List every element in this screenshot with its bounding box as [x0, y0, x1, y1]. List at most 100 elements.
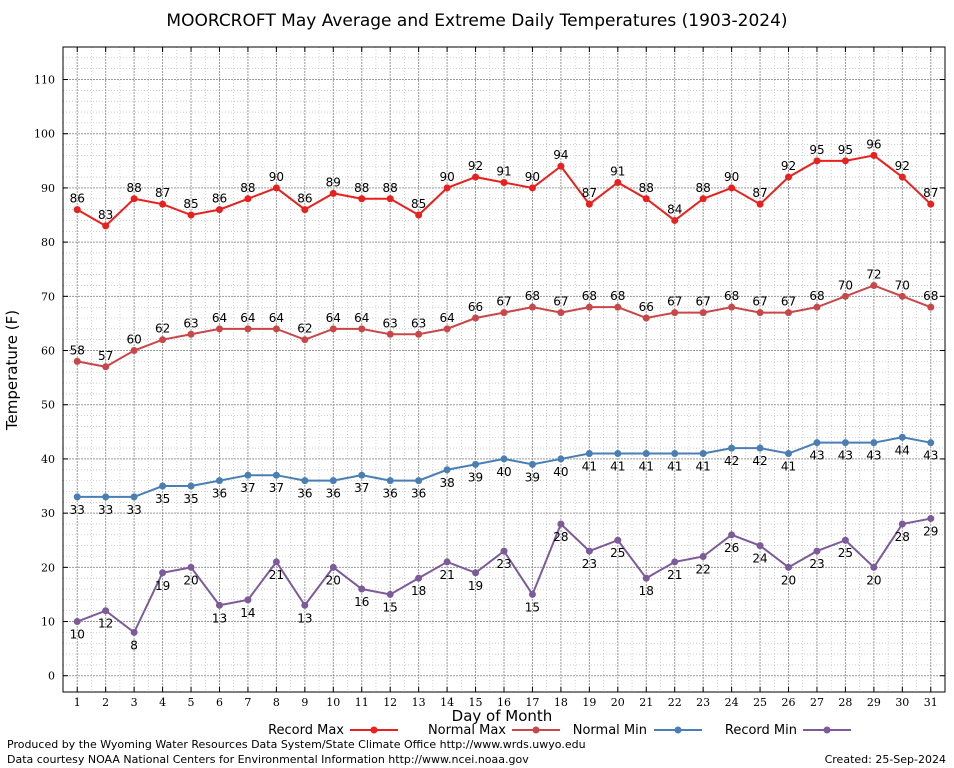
- normal-max-data-label: 67: [752, 295, 767, 309]
- normal-min-data-label: 37: [354, 481, 369, 495]
- legend-item-normal-max: Normal Max: [428, 723, 560, 738]
- record-min-point: [813, 547, 821, 555]
- y-tick-label: 70: [41, 290, 55, 303]
- normal-max-point: [187, 330, 195, 338]
- normal-min-data-label: 43: [866, 449, 881, 463]
- x-tick-label: 8: [273, 696, 280, 709]
- y-tick-label: 40: [41, 453, 55, 466]
- x-tick-label: 4: [159, 696, 166, 709]
- series-normal-min: 33 33 33 35 35 36 37 37 36 36 37 36 36 38 39 40 39 40 41 41…: [70, 433, 938, 517]
- normal-min-data-label: 36: [326, 487, 341, 501]
- record-max-data-label: 91: [610, 165, 625, 179]
- record-max-point: [557, 162, 565, 170]
- record-max-point: [187, 211, 195, 219]
- record-max-point: [130, 195, 138, 203]
- normal-max-data-label: 68: [610, 289, 625, 303]
- record-min-point: [870, 563, 878, 571]
- record-min-point: [728, 531, 736, 539]
- record-max-data-label: 92: [468, 159, 483, 173]
- record-min-point: [614, 536, 622, 544]
- record-max-data-label: 90: [439, 170, 454, 184]
- normal-max-point: [671, 309, 679, 317]
- normal-max-data-label: 67: [781, 295, 796, 309]
- normal-max-data-label: 68: [582, 289, 597, 303]
- record-max-data-label: 87: [923, 186, 938, 200]
- normal-max-data-label: 64: [212, 311, 227, 325]
- x-tick-label: 2: [102, 696, 109, 709]
- record-min-point: [415, 574, 423, 582]
- record-min-data-label: 23: [582, 557, 597, 571]
- record-min-data-label: 8: [130, 638, 138, 652]
- record-min-data-label: 20: [183, 573, 198, 587]
- normal-max-point: [386, 330, 394, 338]
- normal-min-point: [557, 455, 565, 463]
- normal-min-data-label: 33: [126, 503, 141, 517]
- record-min-data-label: 23: [496, 557, 511, 571]
- x-tick-label: 12: [383, 696, 397, 709]
- normal-min-point: [898, 433, 906, 441]
- normal-max-point: [272, 325, 280, 333]
- normal-max-data-label: 57: [98, 349, 113, 363]
- normal-max-point: [244, 325, 252, 333]
- series-record-min: 10 12 8 19 20 13 14 21 13 20 16 15 18 21 19 23 15 28 23 25 1…: [70, 515, 938, 652]
- record-max-point: [272, 184, 280, 192]
- x-tick-label: 24: [725, 696, 739, 709]
- grid: [63, 46, 945, 692]
- record-min-data-label: 21: [667, 568, 682, 582]
- x-tick-label: 14: [440, 696, 454, 709]
- record-min-point: [642, 574, 650, 582]
- record-max-data-label: 90: [525, 170, 540, 184]
- normal-max-data-label: 67: [696, 295, 711, 309]
- record-min-data-label: 20: [781, 573, 796, 587]
- normal-min-point: [927, 439, 935, 447]
- record-min-data-label: 25: [838, 546, 853, 560]
- y-tick-label: 100: [34, 128, 55, 141]
- record-max-point: [472, 173, 480, 181]
- normal-max-data-label: 70: [895, 278, 910, 292]
- record-min-point: [841, 536, 849, 544]
- normal-min-point: [841, 439, 849, 447]
- normal-max-point: [102, 363, 110, 371]
- legend: Record Max Normal Max Normal Min Record Min: [268, 723, 851, 738]
- record-max-point: [927, 200, 935, 208]
- legend-label: Record Min: [725, 723, 797, 738]
- normal-min-data-label: 41: [610, 460, 625, 474]
- normal-max-point: [898, 292, 906, 300]
- normal-max-point: [614, 303, 622, 311]
- record-max-point: [528, 184, 536, 192]
- normal-max-data-label: 63: [411, 316, 426, 330]
- x-tick-label: 15: [469, 696, 483, 709]
- normal-max-data-label: 70: [838, 278, 853, 292]
- normal-max-data-label: 68: [724, 289, 739, 303]
- record-min-point: [358, 585, 366, 593]
- record-min-data-label: 14: [240, 606, 255, 620]
- normal-max-point: [841, 292, 849, 300]
- record-min-point: [500, 547, 508, 555]
- normal-max-data-label: 64: [269, 311, 284, 325]
- normal-max-point: [500, 309, 508, 317]
- normal-min-data-label: 43: [838, 449, 853, 463]
- normal-min-data-label: 33: [70, 503, 85, 517]
- record-min-data-label: 18: [411, 584, 426, 598]
- record-max-data-label: 96: [866, 137, 881, 151]
- record-max-data-label: 95: [809, 143, 824, 157]
- y-tick-label: 50: [41, 399, 55, 412]
- record-min-data-label: 15: [383, 600, 398, 614]
- normal-min-point: [244, 471, 252, 479]
- normal-min-point: [443, 466, 451, 474]
- legend-item-normal-min: Normal Min: [573, 723, 702, 738]
- x-tick-label: 16: [497, 696, 511, 709]
- record-min-data-label: 21: [439, 568, 454, 582]
- normal-min-point: [756, 444, 764, 452]
- record-max-data-label: 86: [70, 192, 85, 206]
- record-min-point: [472, 569, 480, 577]
- legend-marker: [532, 726, 540, 734]
- record-min-point: [927, 515, 935, 523]
- record-min-point: [301, 601, 309, 609]
- normal-min-point: [528, 460, 536, 468]
- normal-min-data-label: 42: [724, 454, 739, 468]
- normal-max-point: [415, 330, 423, 338]
- normal-max-data-label: 72: [866, 267, 881, 281]
- record-min-point: [329, 563, 337, 571]
- record-max-point: [102, 222, 110, 230]
